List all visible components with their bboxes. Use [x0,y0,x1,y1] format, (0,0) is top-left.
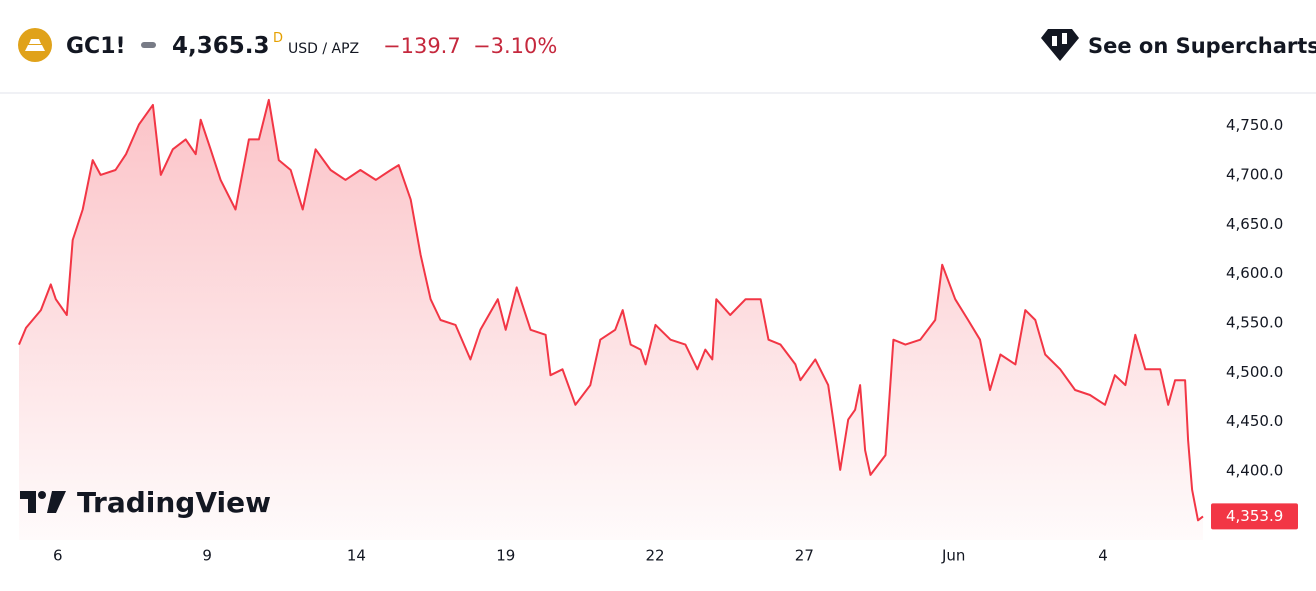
area-fill [19,99,1203,541]
x-tick-label: 6 [53,547,63,565]
x-tick-label: 14 [347,547,366,565]
y-tick-label: 4,750.0 [1226,116,1283,134]
change-percent: −3.10% [473,34,557,58]
logo-mark [47,491,66,513]
brand-logo: TradingView [20,486,271,519]
supercharts-icon [1041,29,1079,61]
y-tick-label: 4,600.0 [1226,264,1283,282]
logo-mark [20,491,36,513]
symbol: GC1! [66,34,126,59]
x-tick-label: 9 [202,547,212,565]
logo-dot [38,491,46,499]
currency: USD / APZ [288,41,359,57]
y-tick-label: 4,450.0 [1226,412,1283,430]
plot: 4,400.0 4,450.0 4,500.0 4,550.0 4,600.0 4,650… [18,98,1298,565]
period: D [273,31,283,46]
y-tick-label: 4,500.0 [1226,363,1283,381]
change: −139.7 [383,34,461,58]
x-tick-label: 19 [496,547,515,565]
brand-name: TradingView [77,486,271,519]
x-tick-label: Jun [941,547,965,565]
y-tick-label: 4,650.0 [1226,215,1283,233]
x-tick-label: 27 [795,547,814,565]
candle [1052,36,1057,46]
supercharts-text[interactable]: See on Supercharts [1088,34,1316,58]
x-tick-label: 22 [646,547,665,565]
header: GC1! 4,365.3 D USD / APZ −139.7 −3.10% S… [0,28,1316,94]
y-tick-label: 4,700.0 [1226,165,1283,183]
gold-bars [25,39,45,51]
price-line [18,98,1204,522]
last-price-label: 4,353.9 [1226,507,1283,525]
x-tick-label: 4 [1098,547,1108,565]
status-dash [141,42,156,48]
supercharts-link[interactable]: See on Supercharts [1041,29,1316,61]
candle [1062,33,1067,44]
price: 4,365.3 [172,33,270,59]
y-tick-label: 4,400.0 [1226,461,1283,479]
y-tick-label: 4,550.0 [1226,313,1283,331]
last-price-badge [1211,503,1298,530]
